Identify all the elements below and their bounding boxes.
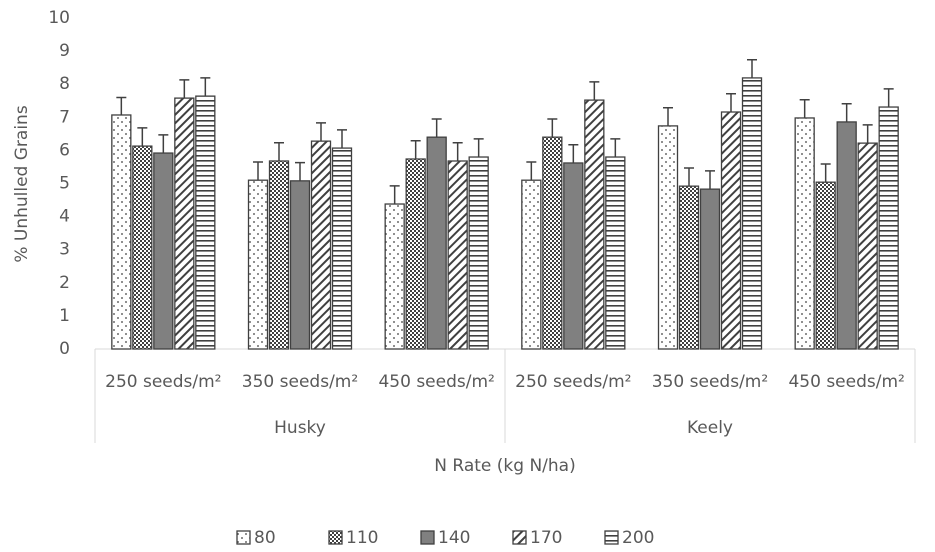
x-tick-label: 350 seeds/m² [652, 372, 768, 392]
group-label: Husky [274, 418, 326, 438]
bar [289, 180, 311, 350]
bar [678, 185, 700, 350]
y-tick-label: 0 [59, 339, 70, 359]
error-bar [862, 124, 873, 144]
legend-swatch [512, 530, 527, 545]
error-bar [526, 161, 537, 181]
error-bar [389, 185, 400, 205]
x-tick-label: 450 seeds/m² [378, 372, 494, 392]
error-bar [799, 99, 810, 118]
error-bar [200, 77, 211, 97]
error-bar [431, 118, 442, 138]
bar [111, 114, 132, 350]
error-bar [883, 88, 894, 108]
error-bar [116, 96, 127, 115]
error-bar [137, 127, 148, 147]
y-tick-label: 10 [48, 8, 70, 28]
bar [384, 203, 405, 350]
error-bar [747, 58, 757, 78]
legend-label: 140 [438, 528, 470, 548]
error-bar [589, 81, 600, 101]
error-bar [316, 122, 326, 142]
error-bar [452, 142, 463, 161]
bar [878, 106, 899, 350]
bar [195, 95, 216, 350]
error-bar [179, 79, 190, 99]
y-tick-label: 6 [59, 140, 70, 160]
legend-label: 80 [254, 528, 276, 548]
bar [268, 160, 290, 350]
bar [657, 125, 679, 350]
error-bar [473, 138, 484, 158]
error-bar [410, 140, 421, 160]
legend-swatch [420, 530, 435, 545]
y-tick-label: 4 [59, 207, 70, 227]
y-tick-label: 5 [59, 174, 70, 194]
legend-label: 170 [530, 528, 562, 548]
y-tick-label: 7 [59, 107, 70, 127]
y-tick-label: 2 [59, 273, 70, 293]
bar [794, 117, 815, 350]
legend-label: 110 [346, 528, 378, 548]
bar [605, 156, 626, 350]
bar [310, 140, 332, 350]
bar [447, 160, 468, 350]
error-bar [295, 161, 305, 181]
bar [153, 152, 174, 350]
error-bar [547, 118, 558, 138]
legend-swatch [604, 530, 619, 545]
bar [720, 111, 742, 350]
error-bar [610, 138, 621, 158]
error-bar [158, 134, 169, 154]
bar [247, 179, 269, 350]
error-bar [705, 170, 715, 190]
legend-swatch [328, 530, 343, 545]
bar [132, 145, 153, 350]
bar [331, 147, 353, 350]
bar [836, 121, 857, 350]
error-bar [684, 167, 694, 187]
bar [815, 181, 836, 350]
x-tick-label: 450 seeds/m² [788, 372, 904, 392]
bar [468, 156, 489, 350]
bar [174, 97, 195, 350]
bar [405, 158, 426, 350]
error-bar [663, 106, 673, 126]
x-tick-label: 250 seeds/m² [515, 372, 631, 392]
x-axis-title: N Rate (kg N/ha) [434, 456, 575, 476]
x-tick-label: 350 seeds/m² [242, 372, 358, 392]
bar [857, 142, 878, 350]
y-tick-label: 9 [59, 41, 70, 61]
group-label: Keely [687, 418, 733, 438]
error-bar [820, 163, 831, 183]
error-bar [274, 142, 284, 161]
y-axis-title: % Unhulled Grains [12, 105, 32, 263]
legend-swatch [236, 530, 251, 545]
error-bar [568, 144, 579, 163]
bar [521, 179, 542, 350]
error-bar [253, 161, 263, 181]
error-bar [726, 93, 736, 113]
bar [584, 99, 605, 350]
x-tick-label: 250 seeds/m² [105, 372, 221, 392]
error-bar [337, 129, 347, 149]
y-tick-label: 8 [59, 74, 70, 94]
bar [563, 162, 584, 350]
y-tick-label: 1 [59, 306, 70, 326]
bar [426, 136, 447, 350]
y-tick-label: 3 [59, 240, 70, 260]
bar [741, 77, 763, 350]
legend-label: 200 [622, 528, 654, 548]
error-bar [841, 102, 852, 122]
bar [699, 188, 721, 350]
bar [542, 136, 563, 350]
